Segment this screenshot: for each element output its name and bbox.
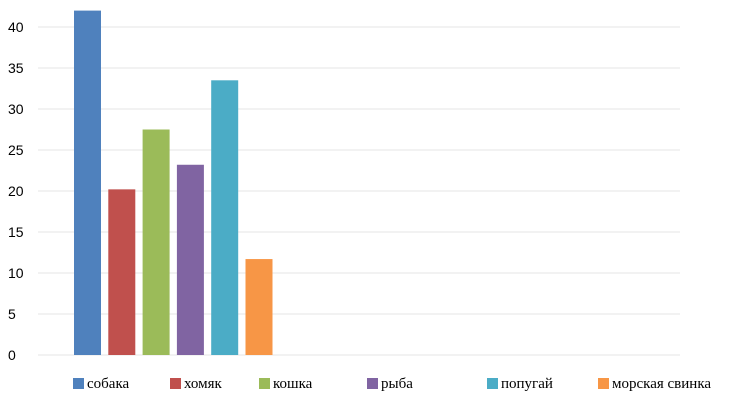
- y-tick-label: 20: [8, 183, 24, 199]
- legend: собака хомяк кошка рыба попугай морская свинк…: [73, 376, 711, 392]
- y-tick-label: 10: [8, 265, 24, 281]
- legend-label: кошка: [273, 376, 313, 392]
- legend-swatch: [170, 378, 181, 389]
- bar-5: [211, 80, 239, 356]
- legend-swatch: [73, 378, 84, 389]
- legend-label: морская свинка: [612, 376, 711, 392]
- bars: [74, 10, 273, 356]
- legend-item: морская свинка: [598, 376, 711, 392]
- legend-swatch: [259, 378, 270, 389]
- legend-label: рыба: [381, 376, 413, 392]
- bar-3: [142, 129, 170, 355]
- legend-label: попугай: [501, 376, 553, 392]
- legend-swatch: [598, 378, 609, 389]
- legend-label: собака: [87, 376, 130, 392]
- bar-1: [74, 10, 101, 355]
- y-tick-label: 5: [8, 306, 16, 322]
- y-tick-label: 35: [8, 60, 24, 76]
- y-tick-label: 0: [8, 347, 16, 363]
- legend-label: хомяк: [184, 376, 223, 392]
- legend-item: собака: [73, 376, 130, 392]
- legend-swatch: [367, 378, 378, 389]
- legend-item: попугай: [487, 376, 553, 392]
- y-axis: 0 5 10 15 20 25 30 35 40: [8, 19, 24, 363]
- legend-item: рыба: [367, 376, 413, 392]
- legend-item: хомяк: [170, 376, 223, 392]
- bar-4: [176, 164, 204, 355]
- y-tick-label: 15: [8, 224, 24, 240]
- y-tick-label: 30: [8, 101, 24, 117]
- legend-swatch: [487, 378, 498, 389]
- bar-2: [108, 189, 136, 355]
- y-tick-label: 25: [8, 142, 24, 158]
- y-tick-label: 40: [8, 19, 24, 35]
- bar-6: [245, 259, 273, 355]
- legend-item: кошка: [259, 376, 313, 392]
